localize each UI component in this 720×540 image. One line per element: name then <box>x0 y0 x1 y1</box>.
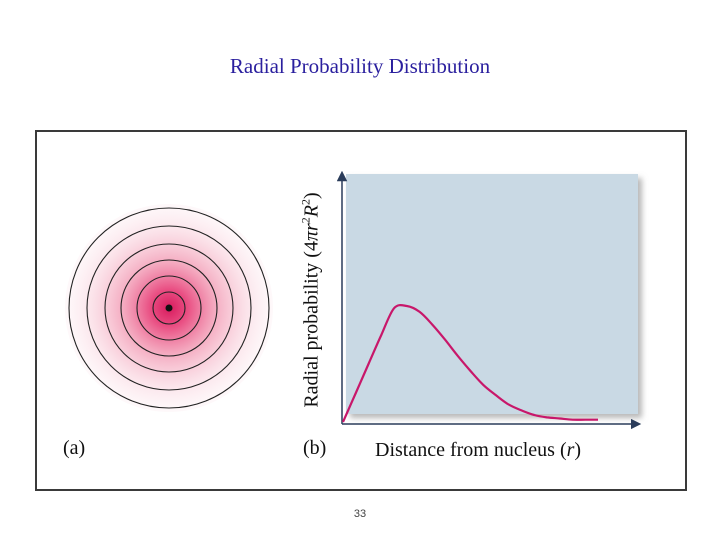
electron-cloud-diagram <box>65 204 273 412</box>
plot-background <box>346 174 638 414</box>
x-axis-label-var: r <box>566 439 575 461</box>
y-axis-label-r: r <box>300 223 323 232</box>
x-axis-label: Distance from nucleus (r) <box>375 439 581 462</box>
y-axis-label-R: R <box>300 204 323 218</box>
orbit-rings <box>68 207 270 409</box>
x-axis-label-close: ) <box>574 439 582 461</box>
x-axis-label-text: Distance from nucleus ( <box>375 439 567 461</box>
y-axis-label-pi: π <box>300 231 323 242</box>
slide-title: Radial Probability Distribution <box>229 54 491 78</box>
y-axis-label-prefix: Radial probability (4 <box>300 241 323 408</box>
panel-a-label: (a) <box>63 437 86 459</box>
y-axis-label-exponent-2: 2 <box>298 198 313 205</box>
page-number: 33 <box>353 508 367 520</box>
y-axis-label-suffix: ) <box>300 192 323 199</box>
nucleus-dot <box>165 304 173 312</box>
panel-b-label: (b) <box>303 437 327 459</box>
radial-probability-curve <box>341 304 598 423</box>
y-axis-label-exponent-1: 2 <box>298 217 313 224</box>
y-axis-label: Radial probability (4πr2R2) <box>299 192 324 407</box>
